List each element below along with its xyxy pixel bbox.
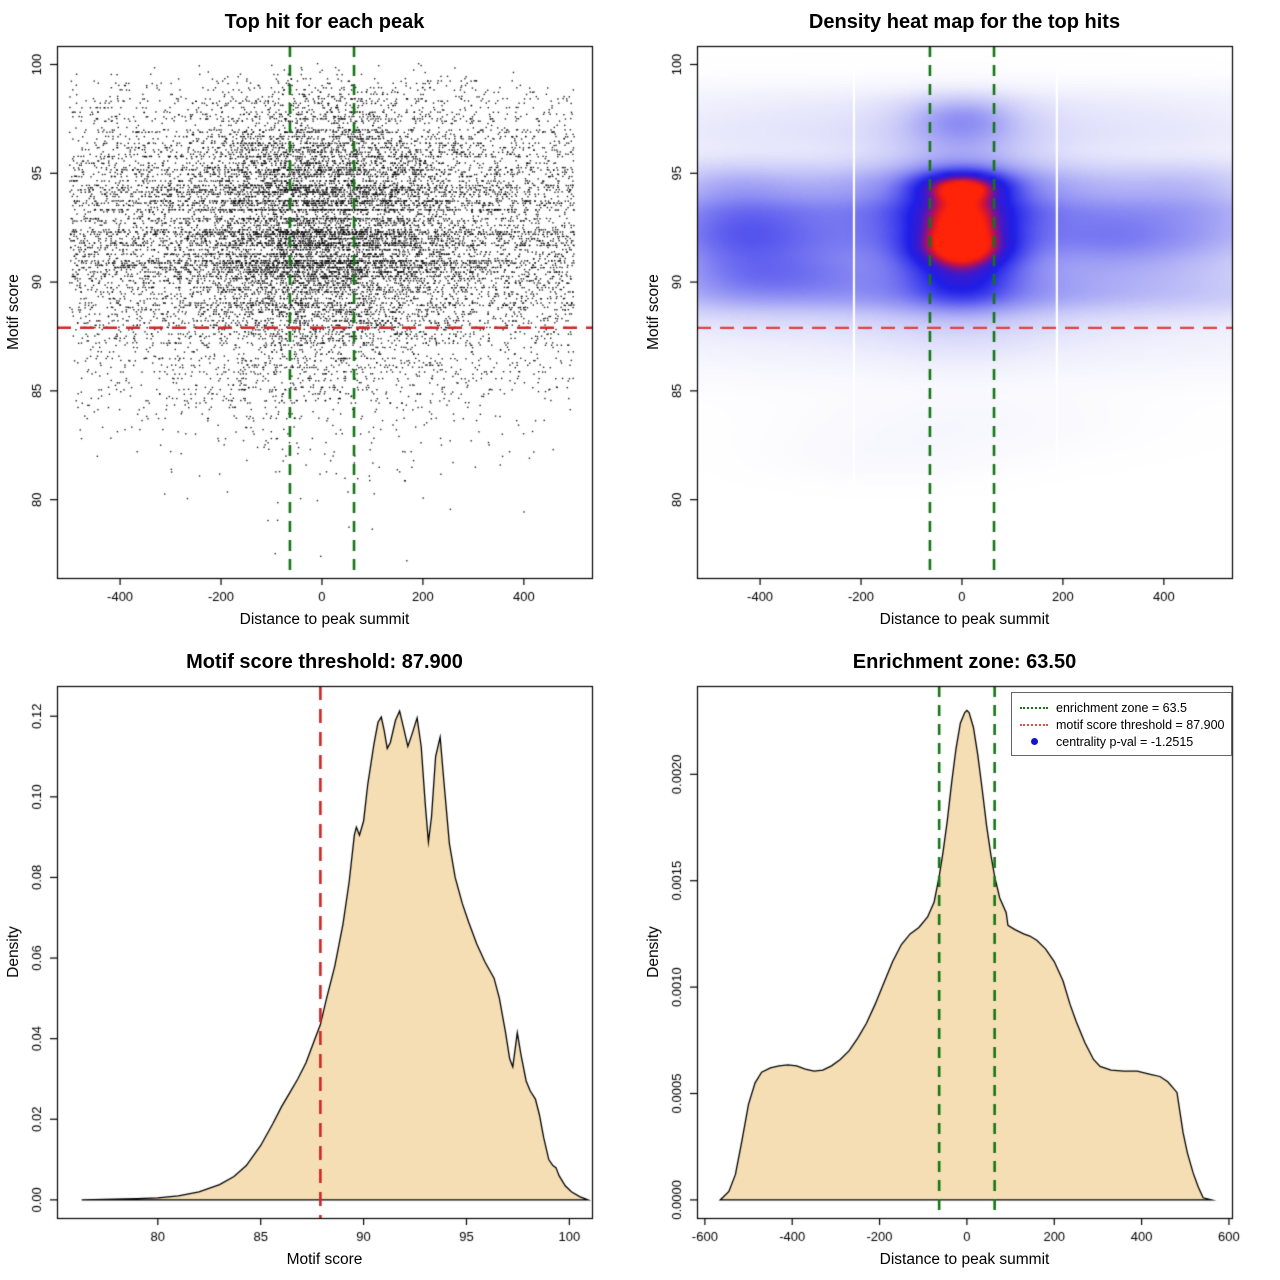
y-axis-title-scatter: Motif score — [5, 274, 22, 350]
panel-top-hits-scatter: Top hit for each peak Distance to peak s… — [0, 0, 640, 640]
panel-title-scatter: Top hit for each peak — [224, 11, 425, 33]
panel-score-density: Motif score threshold: 87.900 Motif scor… — [0, 640, 640, 1280]
legend: enrichment zone = 63.5 motif score thres… — [1011, 692, 1232, 756]
panel-title-heatmap: Density heat map for the top hits — [808, 11, 1121, 33]
legend-label: centrality p-val = -1.2515 — [1056, 734, 1194, 749]
heatmap-canvas — [640, 0, 1280, 640]
score-density-canvas — [0, 640, 640, 1280]
panel-distance-density: Enrichment zone: 63.50 Distance to peak … — [640, 640, 1280, 1280]
panel-title-score-density: Motif score threshold: 87.900 — [186, 651, 463, 673]
y-axis-title-heatmap: Motif score — [645, 274, 662, 350]
x-axis-title-scatter: Distance to peak summit — [239, 611, 410, 628]
enrichment-zone-dotted-line-icon — [1012, 706, 1056, 709]
legend-item-enrichment-zone: enrichment zone = 63.5 — [1012, 699, 1231, 716]
legend-label: motif score threshold = 87.900 — [1056, 717, 1225, 732]
x-axis-title-distance-density: Distance to peak summit — [879, 1251, 1050, 1268]
threshold-dotted-line-icon — [1012, 723, 1056, 726]
panel-title-distance-density: Enrichment zone: 63.50 — [852, 651, 1077, 673]
centrality-dot-icon — [1012, 738, 1056, 745]
legend-item-motif-threshold: motif score threshold = 87.900 — [1012, 716, 1231, 733]
y-axis-title-score-density: Density — [5, 926, 22, 978]
x-axis-title-score-density: Motif score — [286, 1251, 363, 1268]
panel-density-heatmap: Density heat map for the top hits Distan… — [640, 0, 1280, 640]
legend-label: enrichment zone = 63.5 — [1056, 700, 1187, 715]
x-axis-title-heatmap: Distance to peak summit — [879, 611, 1050, 628]
y-axis-title-distance-density: Density — [645, 926, 662, 978]
legend-item-centrality-pval: centrality p-val = -1.2515 — [1012, 733, 1231, 750]
scatter-canvas — [0, 0, 640, 640]
